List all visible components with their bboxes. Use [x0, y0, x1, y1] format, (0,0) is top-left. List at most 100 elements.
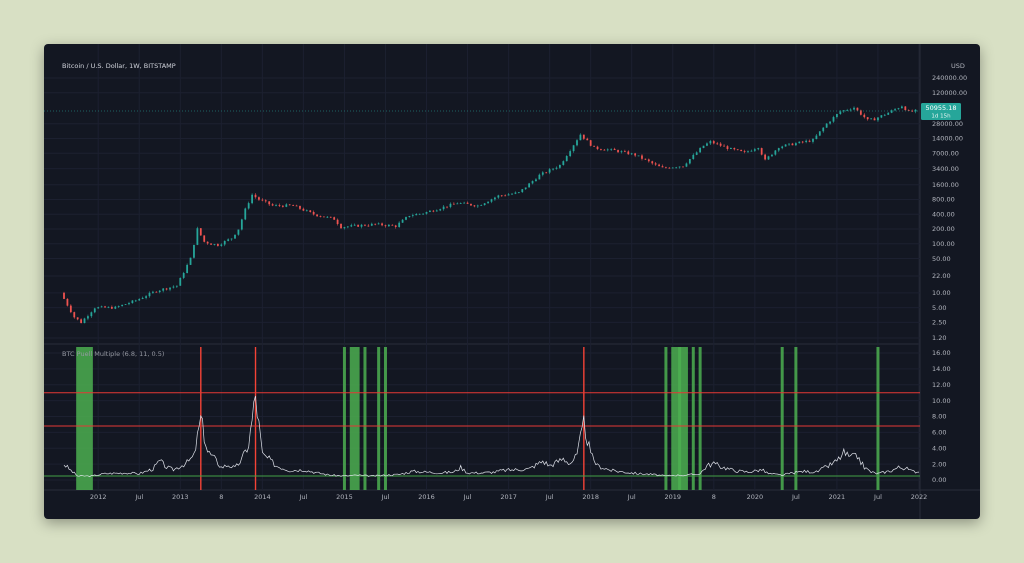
candle-body: [381, 223, 383, 226]
candle-body: [87, 316, 89, 319]
last-price-value: 50955.18: [925, 104, 956, 112]
time-tick-label: Jul: [627, 493, 636, 501]
bottom-zone: [349, 347, 360, 490]
candle-body: [203, 235, 206, 242]
candle-body: [240, 219, 243, 230]
candle-body: [658, 164, 660, 167]
time-tick-label: Jul: [545, 493, 554, 501]
candle-body: [435, 210, 438, 212]
time-tick-label: 2015: [336, 493, 353, 501]
time-tick-label: 2020: [747, 493, 764, 501]
last-price-label[interactable]: 50955.18 1d 15h: [921, 103, 961, 121]
candle-body: [258, 197, 260, 200]
candle-body: [541, 172, 544, 175]
indicator-title: BTC Puell Multiple (6.8, 11, 0.5): [62, 350, 164, 358]
candle-body: [370, 223, 373, 226]
candle-body: [295, 205, 298, 207]
candle-body: [292, 205, 295, 206]
time-tick-label: 2018: [582, 493, 599, 501]
candle-body: [388, 224, 390, 227]
candle-body: [846, 110, 849, 111]
candle-body: [155, 291, 158, 293]
candle-body: [839, 111, 842, 115]
candle-body: [815, 135, 818, 140]
candle-body: [535, 179, 537, 182]
candle-body: [367, 225, 370, 227]
candle-body: [73, 312, 76, 318]
candle-body: [401, 219, 404, 223]
candle-body: [247, 203, 250, 209]
candle-body: [288, 204, 291, 206]
candle-body: [719, 143, 722, 146]
candle-body: [675, 167, 678, 169]
candle-body: [117, 306, 120, 307]
candle-body: [299, 205, 301, 209]
candle-body: [870, 118, 873, 120]
candle-body: [182, 273, 185, 278]
candle-body: [422, 213, 424, 215]
candle-body: [671, 167, 674, 169]
puell-line: [63, 395, 920, 478]
candle-body: [162, 288, 165, 291]
candle-body: [579, 134, 582, 141]
candle-body: [511, 193, 513, 195]
time-tick-label: Jul: [298, 493, 307, 501]
last-price-countdown: 1d 15h: [931, 114, 951, 120]
candle-body: [702, 145, 705, 149]
time-tick-label: 2019: [664, 493, 681, 501]
candle-body: [771, 154, 773, 157]
candle-body: [504, 195, 507, 197]
candle-body: [134, 300, 137, 302]
candle-body: [169, 287, 171, 290]
candle-body: [264, 200, 267, 202]
candle-body: [610, 148, 613, 150]
time-tick-label: 2017: [500, 493, 517, 501]
candle-body: [275, 204, 277, 206]
candle-body: [124, 304, 127, 305]
candle-body: [863, 114, 866, 118]
candle-body: [866, 117, 869, 120]
candle-body: [559, 164, 561, 168]
candle-body: [538, 174, 541, 180]
time-tick-label: 2013: [172, 493, 189, 501]
candle-body: [904, 106, 907, 111]
candle-body: [873, 118, 876, 121]
bottom-zone: [698, 347, 702, 490]
candle-body: [695, 152, 698, 155]
candle-body: [323, 216, 325, 218]
chart-card: 240000.00 120000.00 28000.00 14000.00 7000.0…: [44, 44, 980, 519]
indicator-tick-label: 16.00: [932, 349, 951, 357]
candle-body: [764, 154, 766, 160]
bottom-zone: [678, 347, 688, 490]
candle-body: [842, 110, 845, 112]
candle-body: [261, 199, 264, 201]
candle-body: [391, 224, 394, 226]
candle-body: [565, 156, 568, 162]
candle-body: [781, 146, 784, 149]
indicator-axis: 16.00 14.00 12.00 10.00 8.00 6.00 4.00 2.00 0.00: [932, 349, 951, 484]
candle-body: [100, 306, 103, 308]
candle-body: [692, 154, 695, 160]
price-tick-label: 2.50: [932, 319, 946, 327]
candle-body: [480, 205, 483, 206]
chart-canvas[interactable]: 240000.00 120000.00 28000.00 14000.00 7000.0…: [44, 44, 980, 519]
candle-body: [90, 312, 93, 317]
candle-body: [483, 203, 486, 206]
candle-body: [507, 194, 510, 196]
candle-body: [490, 199, 493, 202]
indicator-tick-label: 2.00: [932, 460, 946, 468]
candle-body: [93, 308, 96, 313]
candle-body: [196, 228, 199, 245]
candle-body: [894, 109, 896, 111]
indicator-tick-label: 12.00: [932, 381, 951, 389]
candle-body: [589, 140, 592, 146]
candle-body: [329, 216, 332, 218]
candle-body: [374, 223, 377, 225]
candle-body: [545, 172, 548, 174]
candle-body: [446, 206, 448, 208]
bottom-zone: [691, 347, 695, 490]
price-tick-label: 100.00: [932, 240, 955, 248]
candle-body: [442, 206, 445, 210]
candle-body: [131, 300, 134, 304]
indicator-tick-label: 14.00: [932, 365, 951, 373]
